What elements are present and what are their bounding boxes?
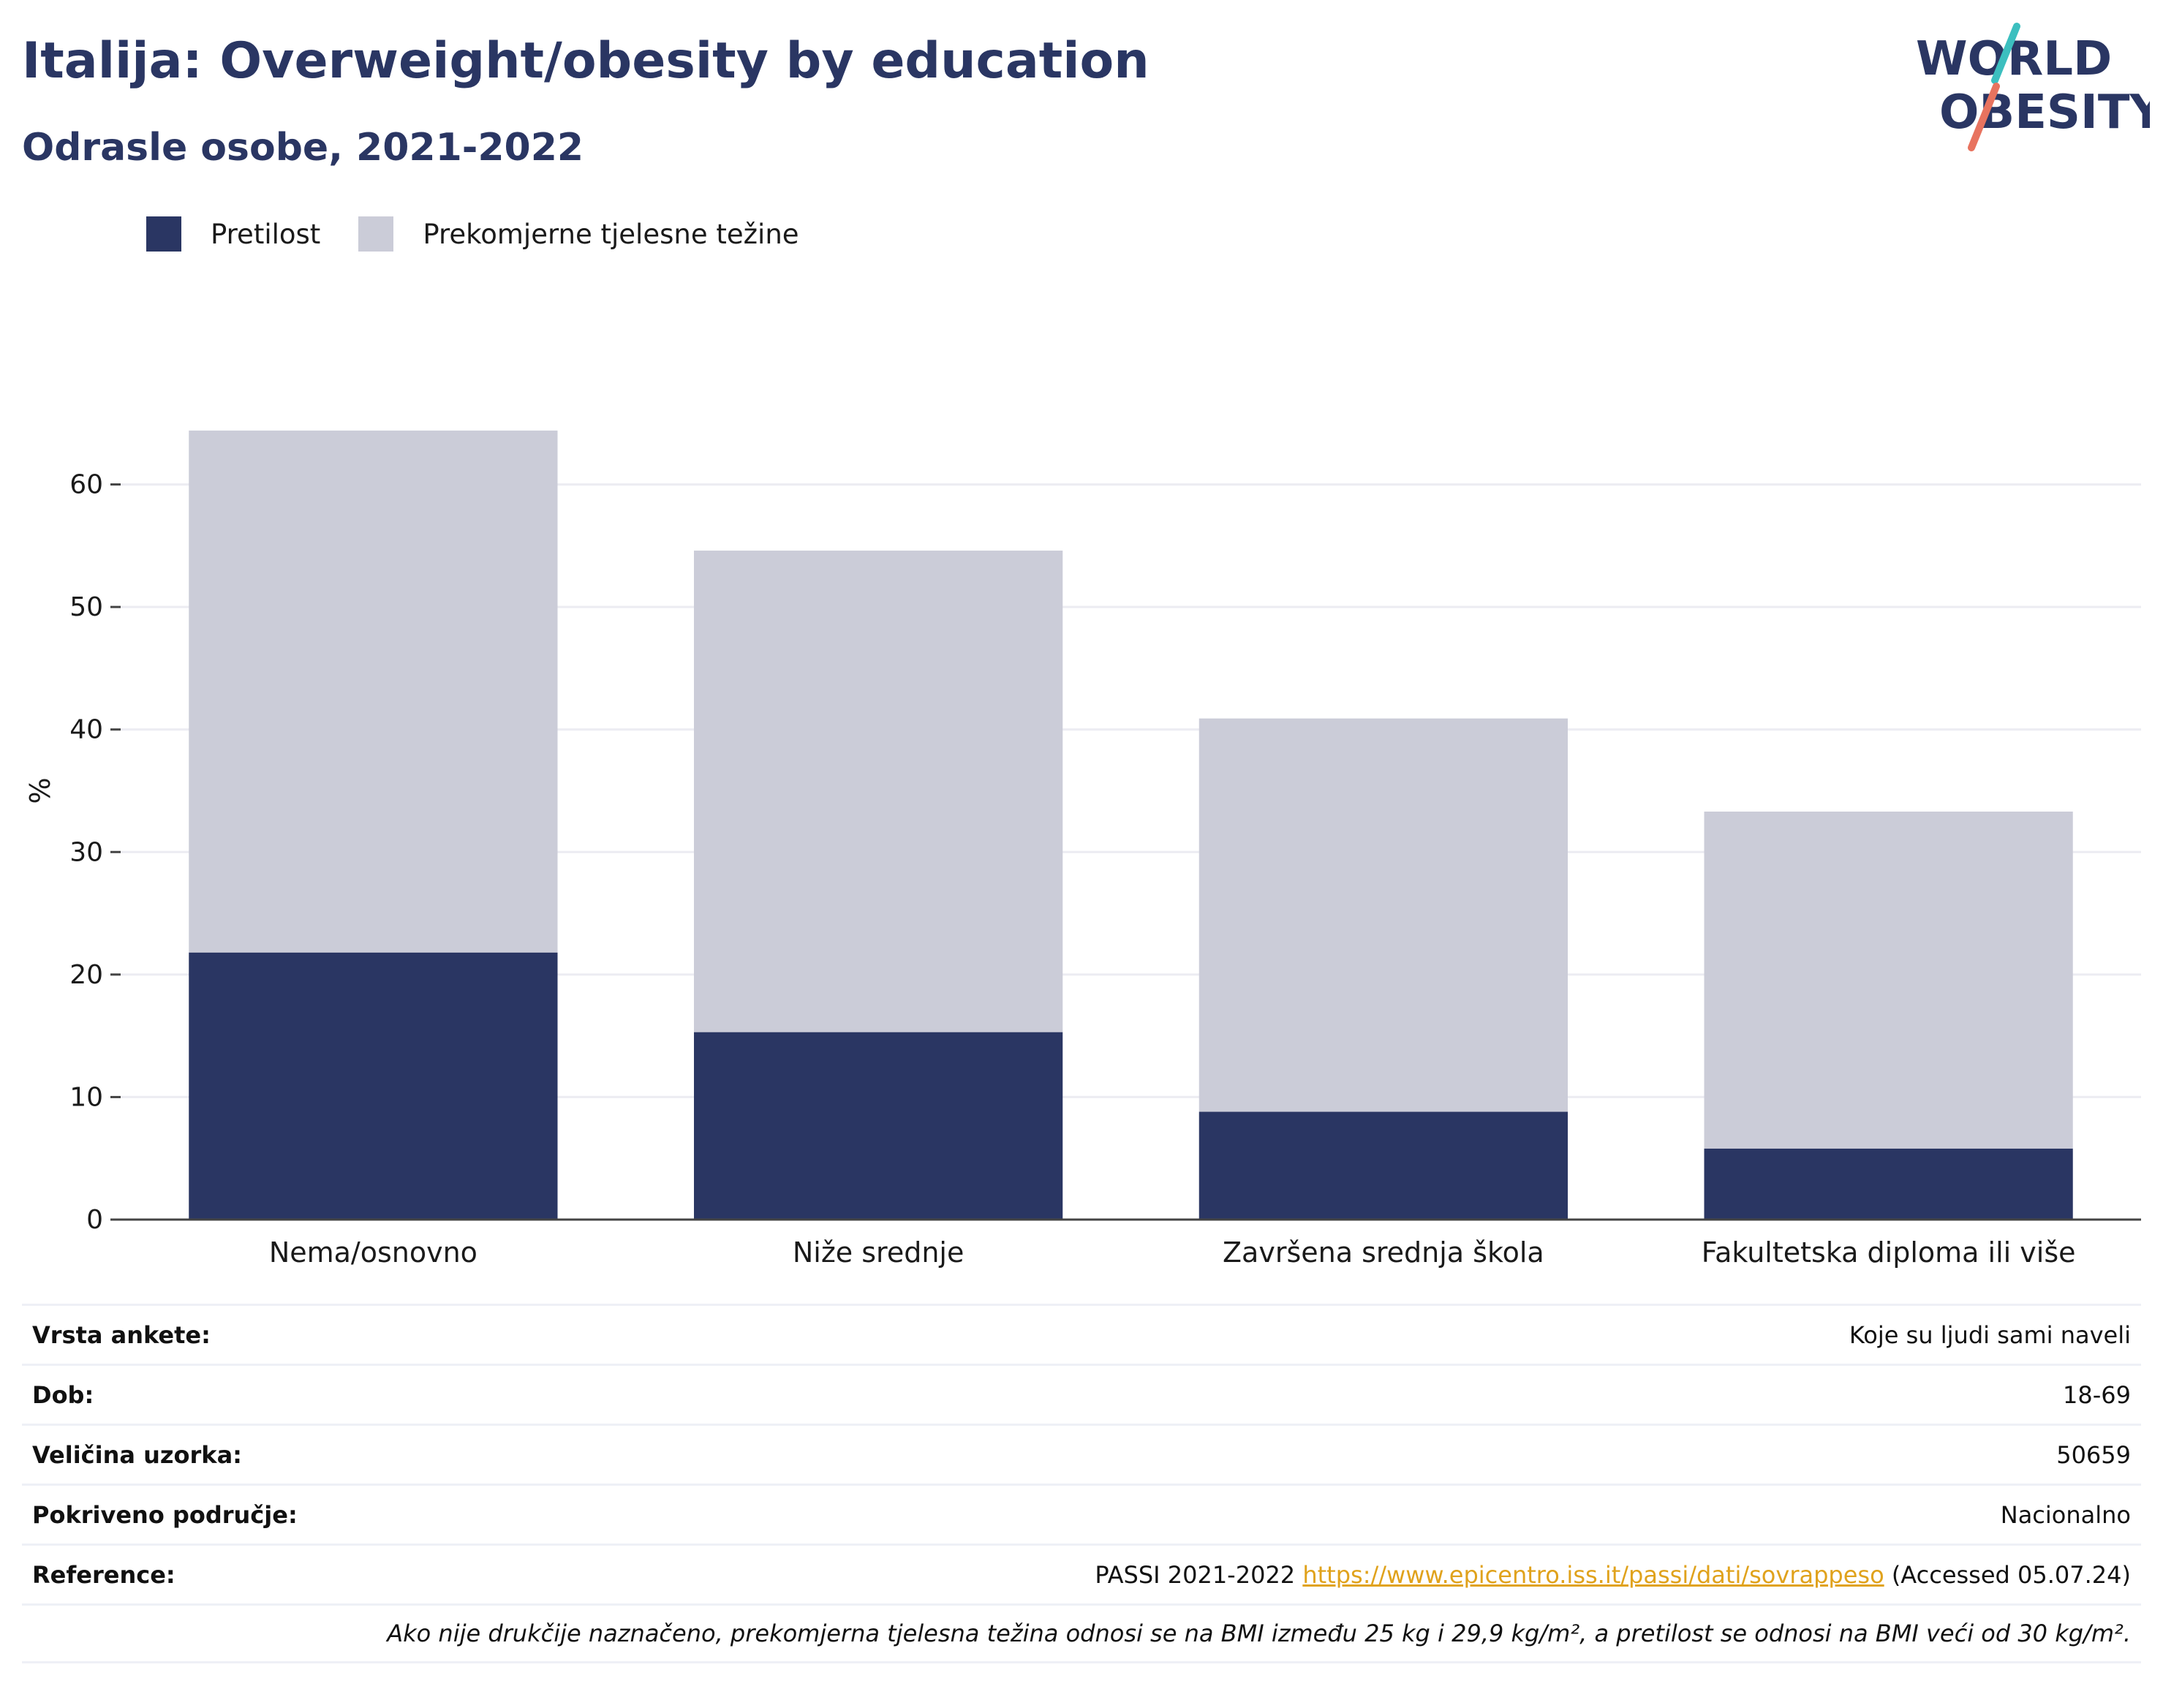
y-tick-label: 0 <box>86 1205 103 1235</box>
info-row-survey-type: Vrsta ankete: Koje su ljudi sami naveli <box>22 1304 2141 1364</box>
chart-legend: Pretilost Prekomjerne tjelesne težine <box>146 216 837 252</box>
info-label: Dob: <box>32 1380 94 1409</box>
info-value: Koje su ljudi sami naveli <box>1849 1320 2131 1349</box>
y-tick-label: 30 <box>69 837 103 867</box>
legend-item-obesity[interactable]: Pretilost <box>146 216 320 252</box>
info-row-coverage: Pokriveno područje: Nacionalno <box>22 1484 2141 1543</box>
x-tick-label: Fakultetska diploma ili više <box>1702 1236 2076 1269</box>
legend-swatch-overweight <box>358 216 394 252</box>
legend-label-obesity: Pretilost <box>211 218 321 250</box>
logo-slash-teal <box>1991 23 2020 84</box>
y-axis-label: % <box>24 777 56 804</box>
chart-subtitle: Odrasle osobe, 2021-2022 <box>22 126 584 170</box>
bar-overweight <box>1704 811 2073 1149</box>
y-tick-label: 40 <box>69 715 103 745</box>
bar-obesity <box>1198 1111 1568 1220</box>
reference-accessed: (Accessed 05.07.24) <box>1891 1560 2131 1589</box>
info-label: Reference: <box>32 1560 175 1589</box>
info-label: Vrsta ankete: <box>32 1320 211 1349</box>
chart-title: Italija: Overweight/obesity by education <box>22 32 1150 90</box>
footnote-text: Ako nije drukčije naznačeno, prekomjerna… <box>387 1620 2131 1647</box>
info-value: PASSI 2021-2022 https://www.epicentro.is… <box>1095 1561 2131 1589</box>
world-obesity-logo: WORLD OBESITY <box>1916 23 2150 151</box>
info-footnote: Ako nije drukčije naznačeno, prekomjerna… <box>22 1603 2141 1663</box>
legend-item-overweight[interactable]: Prekomjerne tjelesne težine <box>358 216 799 252</box>
y-tick-label: 50 <box>69 592 103 622</box>
y-tick-label: 60 <box>69 470 103 500</box>
legend-label-overweight: Prekomjerne tjelesne težine <box>423 218 799 250</box>
x-tick-label: Završena srednja škola <box>1223 1236 1544 1269</box>
bar-overweight <box>1198 718 1568 1112</box>
bar-obesity <box>694 1032 1063 1220</box>
info-row-age: Dob: 18-69 <box>22 1364 2141 1424</box>
info-value: Nacionalno <box>2000 1500 2131 1529</box>
logo-line-2: OBESITY <box>1939 86 2150 140</box>
info-row-reference: Reference: PASSI 2021-2022 https://www.e… <box>22 1543 2141 1603</box>
info-row-sample-size: Veličina uzorka: 50659 <box>22 1424 2141 1484</box>
x-tick-label: Niže srednje <box>793 1236 965 1269</box>
legend-swatch-obesity <box>146 216 181 252</box>
info-value: 50659 <box>2056 1440 2131 1469</box>
info-label: Veličina uzorka: <box>32 1440 242 1469</box>
bar-obesity <box>189 952 558 1220</box>
info-label: Pokriveno područje: <box>32 1500 298 1529</box>
reference-source: PASSI 2021-2022 <box>1095 1560 1296 1589</box>
x-tick-label: Nema/osnovno <box>269 1236 477 1269</box>
bar-overweight <box>694 551 1063 1032</box>
survey-info-table: Vrsta ankete: Koje su ljudi sami naveli … <box>22 1304 2141 1663</box>
logo-slash-coral <box>1968 83 2000 151</box>
bar-chart: 0 10 20 30 40 50 60% Nema/osnovno Niže srednje Za… <box>24 430 2141 1269</box>
reference-link[interactable]: https://www.epicentro.iss.it/passi/dati/… <box>1302 1560 1884 1589</box>
y-tick-label: 10 <box>69 1082 103 1112</box>
y-tick-label: 20 <box>69 960 103 990</box>
info-value: 18-69 <box>2063 1380 2131 1409</box>
bar-overweight <box>189 430 558 953</box>
bar-obesity <box>1704 1148 2073 1220</box>
